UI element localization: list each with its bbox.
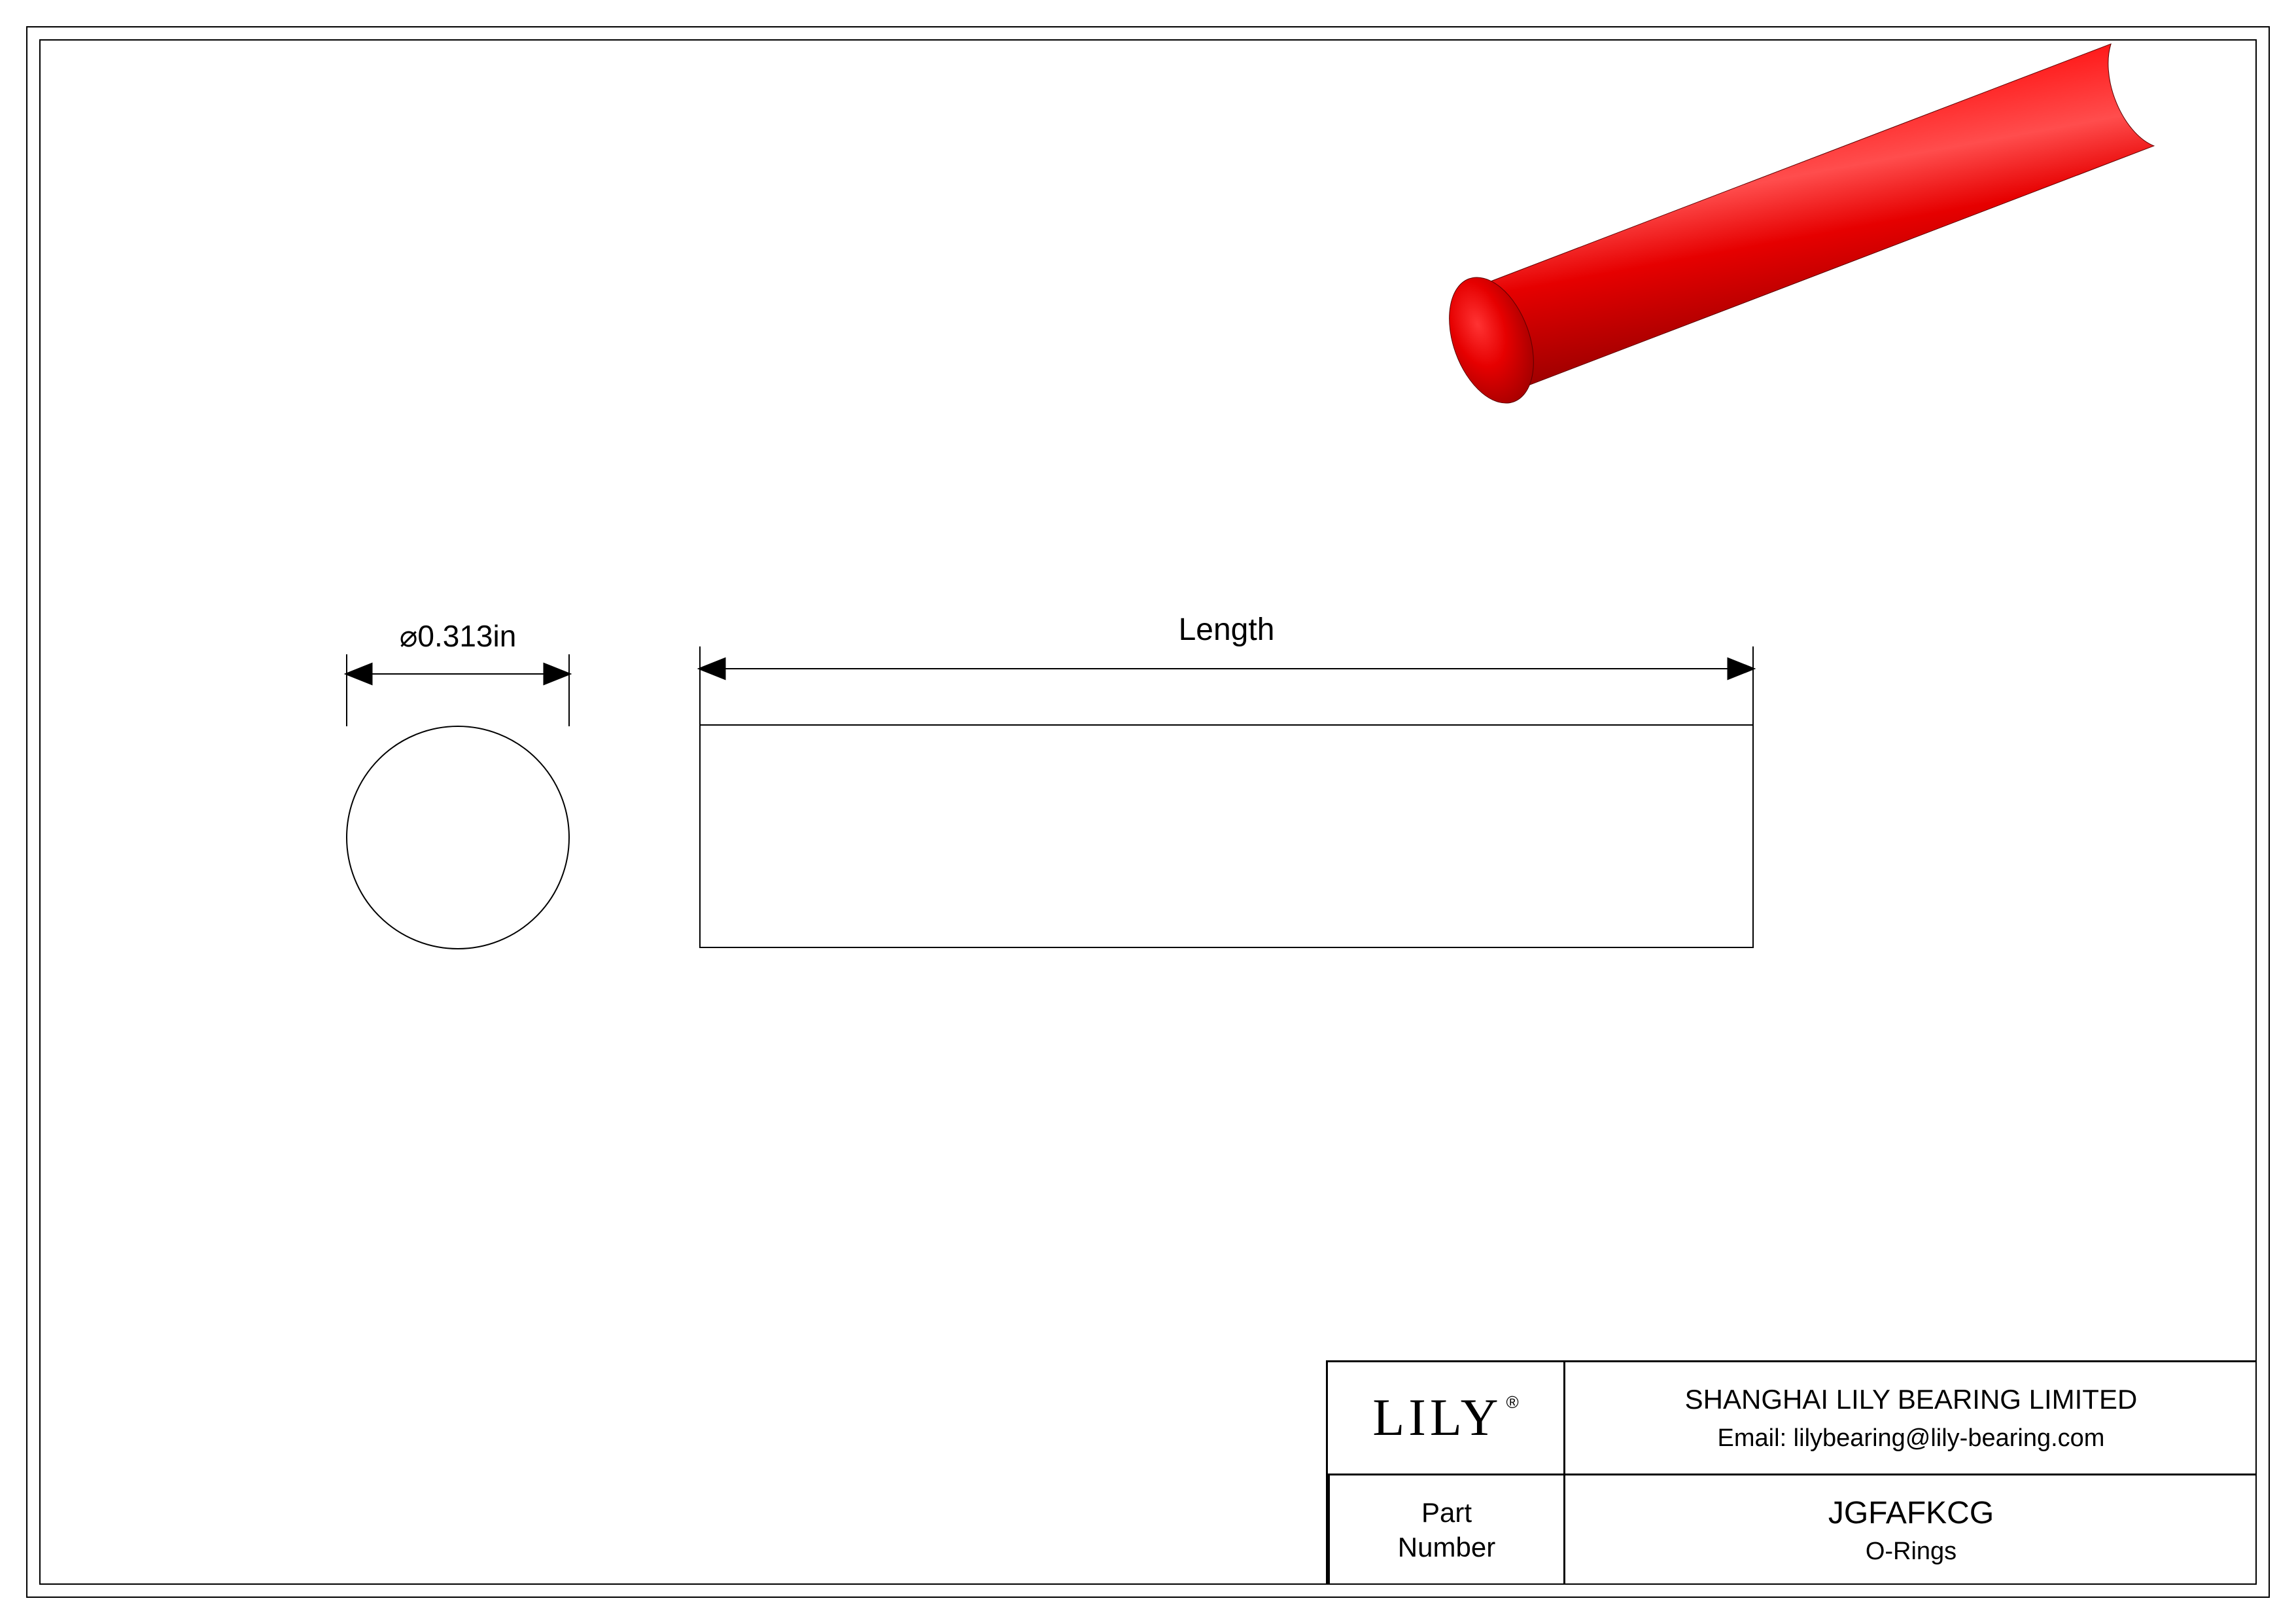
part-label-line2: Number bbox=[1398, 1532, 1495, 1562]
logo-cell: LILY ® bbox=[1328, 1362, 1563, 1474]
side-view-rect bbox=[700, 725, 1753, 947]
length-label: Length bbox=[1179, 612, 1275, 647]
title-block: LILY ® SHANGHAI LILY BEARING LIMITED Ema… bbox=[1326, 1360, 2257, 1585]
part-label-cell: Part Number bbox=[1328, 1474, 1563, 1585]
cross-section-circle bbox=[347, 726, 569, 949]
part-value-cell: JGFAFKCG O-Rings bbox=[1563, 1474, 2257, 1585]
logo-text: LILY bbox=[1372, 1388, 1502, 1448]
registered-icon: ® bbox=[1506, 1392, 1518, 1413]
isometric-cylinder bbox=[1433, 44, 2154, 415]
part-label-line1: Part bbox=[1421, 1497, 1472, 1528]
diameter-label: ⌀0.313in bbox=[400, 619, 517, 653]
company-email: Email: lilybearing@lily-bearing.com bbox=[1718, 1424, 2105, 1453]
company-cell: SHANGHAI LILY BEARING LIMITED Email: lil… bbox=[1563, 1362, 2257, 1474]
length-dimension: Length bbox=[700, 612, 1753, 725]
part-number: JGFAFKCG bbox=[1828, 1495, 1994, 1531]
drawing-canvas: ⌀0.313in Length bbox=[39, 39, 2257, 1585]
company-name: SHANGHAI LILY BEARING LIMITED bbox=[1685, 1384, 2138, 1415]
part-desc: O-Rings bbox=[1866, 1538, 1957, 1566]
diameter-dimension: ⌀0.313in bbox=[347, 619, 569, 726]
